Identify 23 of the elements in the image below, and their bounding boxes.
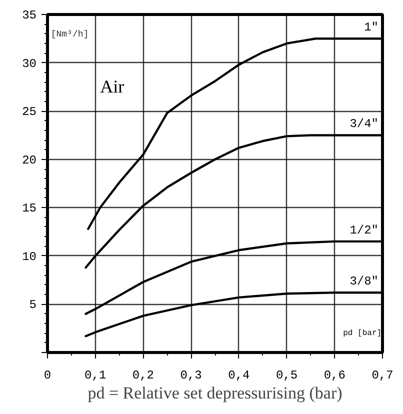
x-axis-title: pd = Relative set depressurising (bar) xyxy=(88,384,342,402)
x-tick-label: 0,3 xyxy=(180,368,202,382)
y-tick-label: 25 xyxy=(22,105,37,120)
x-tick-label: 0,4 xyxy=(228,368,250,382)
annotation: Air xyxy=(100,76,124,97)
series-label: 3/8" xyxy=(350,274,379,289)
x-tick-label: 0,6 xyxy=(324,368,346,382)
y-tick-label: 10 xyxy=(22,250,37,264)
x-tick-label: 0,5 xyxy=(276,368,298,382)
y-tick-label: 15 xyxy=(22,202,37,216)
x-tick-label: 0 xyxy=(44,368,52,382)
series-label: 1" xyxy=(364,20,379,35)
x-tick-label: 0,7 xyxy=(372,368,394,382)
series-label: 1/2" xyxy=(350,223,379,238)
y-tick-label: 5 xyxy=(29,298,36,312)
x-tick-label: 0,1 xyxy=(84,368,106,382)
y-tick-label: 20 xyxy=(22,153,37,168)
y-axis-title: [Nm³/h] xyxy=(50,30,89,40)
annotation: pd [bar] xyxy=(343,329,382,338)
series-label: 3/4" xyxy=(350,117,379,132)
y-tick-label: 30 xyxy=(22,56,37,71)
y-tick-label: 35 xyxy=(22,8,37,22)
x-tick-label: 0,2 xyxy=(132,368,154,382)
